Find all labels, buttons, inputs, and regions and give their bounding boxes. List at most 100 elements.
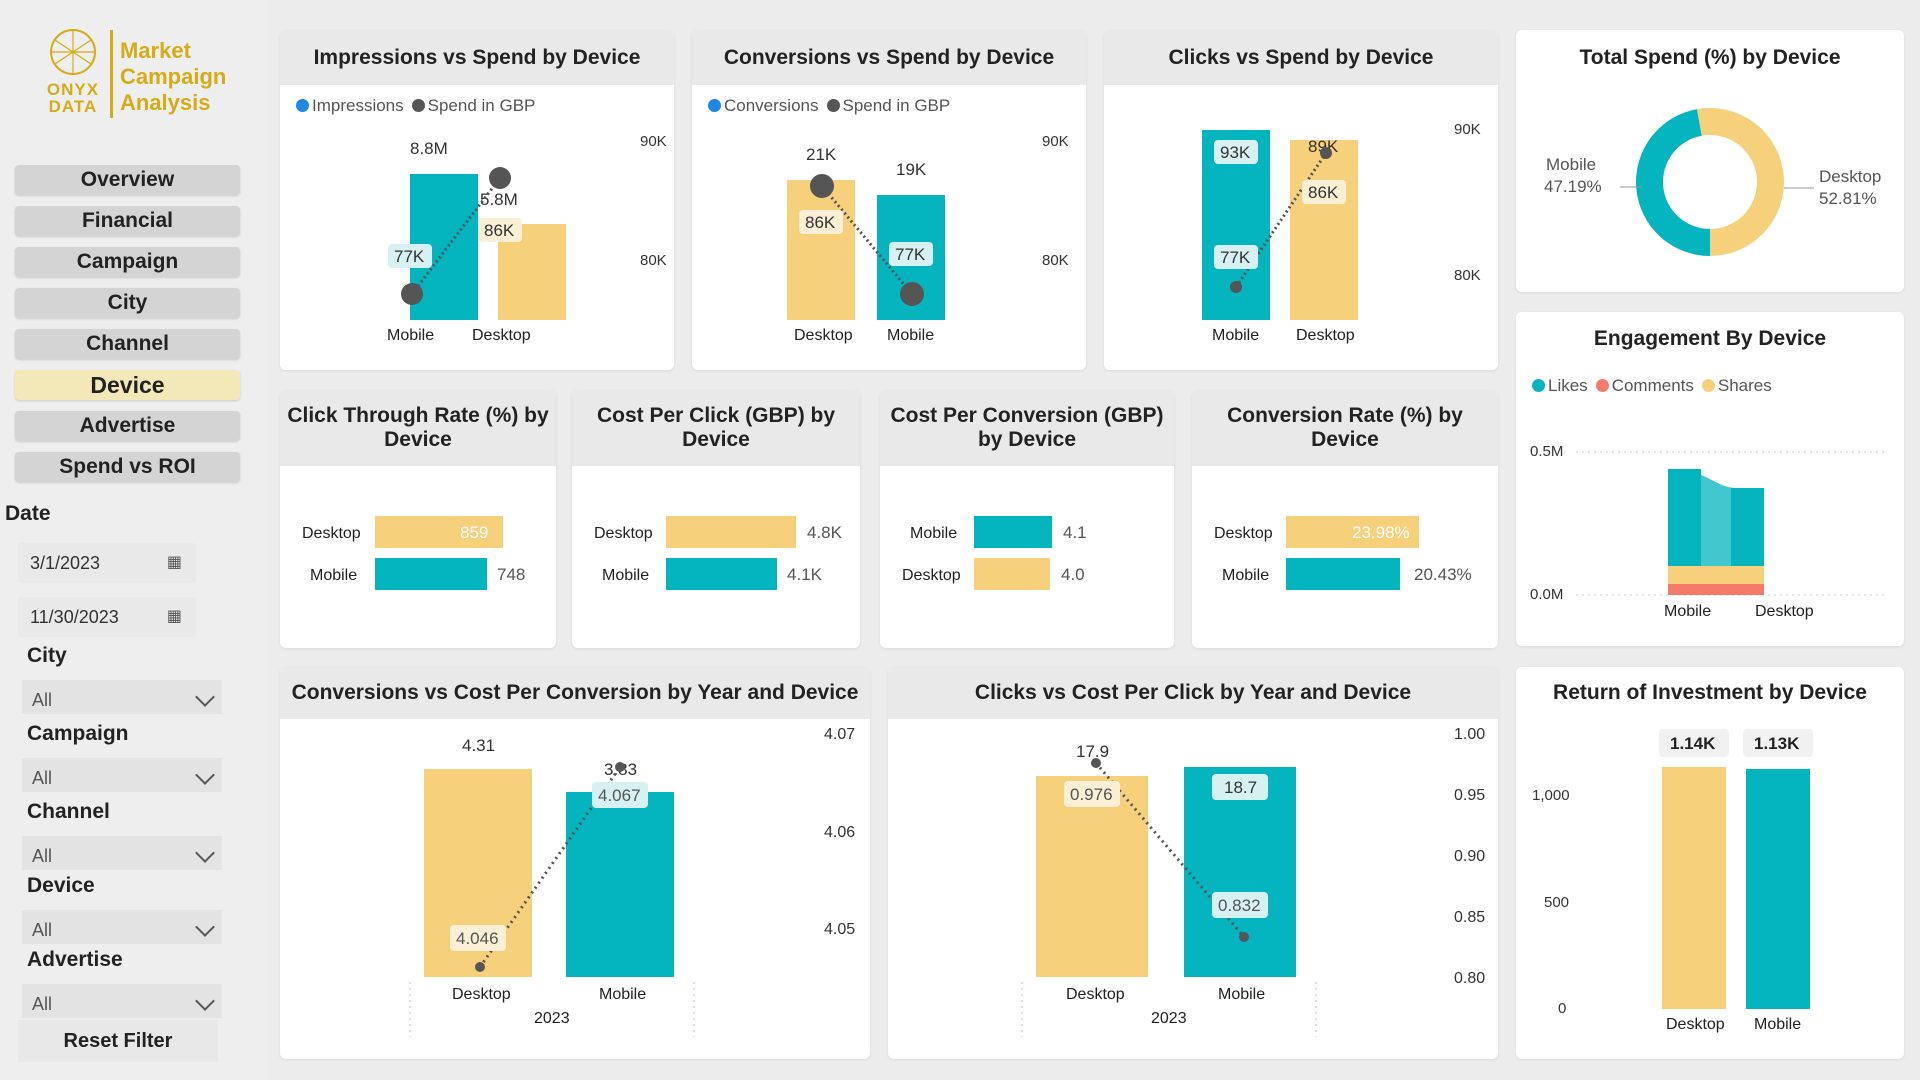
conversions-spend-card: Conversions vs Spend by Device Conversio…	[692, 30, 1086, 370]
conv-vs-cost-year-card: Conversions vs Cost Per Conversion by Ye…	[280, 667, 870, 1059]
bar-roi-desktop[interactable]	[1662, 767, 1726, 1009]
bar-conv-rate-desktop[interactable]	[1286, 516, 1419, 548]
bar-clicks-desktop[interactable]	[1036, 776, 1148, 977]
legend-impressions-label: Impressions	[312, 96, 404, 115]
nav-item-overview[interactable]: Overview	[15, 165, 240, 195]
value-label-roi-mobile: 1.13K	[1754, 734, 1800, 753]
bar-conversions-desktop[interactable]	[787, 180, 855, 320]
bar-cpconv-desktop[interactable]	[974, 558, 1050, 590]
nav-item-channel[interactable]: Channel	[15, 329, 240, 359]
legend-spend[interactable]: Spend in GBP	[411, 96, 535, 116]
clicks-vs-cpc-year-chart: 1.00 0.95 0.90 0.85 0.80 17.9 18.7 0.976…	[1021, 726, 1485, 1037]
spend-point-mobile[interactable]	[1230, 281, 1242, 293]
year-label: 2023	[1151, 1010, 1187, 1027]
category-label-mobile: Mobile	[387, 327, 434, 344]
channel-select[interactable]: All	[22, 836, 222, 870]
legend-spend[interactable]: Spend in GBP	[826, 96, 950, 116]
spend-point-desktop[interactable]	[1320, 147, 1332, 159]
onyx-logo: ONYX DATA	[40, 28, 106, 115]
bar-clicks-desktop[interactable]	[1290, 140, 1358, 320]
nav-item-financial[interactable]: Financial	[15, 206, 240, 236]
axis-tick: 0.85	[1454, 909, 1485, 926]
chevron-down-icon	[195, 917, 215, 937]
city-select[interactable]: All	[22, 680, 222, 714]
category-label-desktop: Desktop	[302, 525, 361, 542]
calendar-icon[interactable]: ▦	[166, 554, 182, 571]
slice-label-desktop-name: Desktop	[1819, 167, 1881, 186]
axis-tick: 0.90	[1454, 848, 1485, 865]
date-from-input[interactable]: 3/1/2023 ▦	[18, 543, 196, 583]
axis-tick: 90K	[1042, 133, 1069, 150]
spend-point-desktop[interactable]	[489, 167, 511, 189]
legend-comments[interactable]: Comments	[1595, 376, 1694, 396]
value-label-clicks-mobile: 18.7	[1224, 778, 1257, 797]
donut-slice-mobile[interactable]	[1636, 109, 1710, 256]
device-select[interactable]: All	[22, 910, 222, 944]
category-label-desktop: Desktop	[472, 327, 531, 344]
legend-dot-icon	[708, 99, 721, 112]
clicks-vs-cpc-year-card: Clicks vs Cost Per Click by Year and Dev…	[888, 667, 1498, 1059]
spend-point-mobile[interactable]	[401, 283, 423, 305]
legend-impressions[interactable]: Impressions	[296, 96, 404, 116]
spend-point-mobile[interactable]	[900, 282, 924, 306]
bar-likes-mobile[interactable]	[1668, 469, 1701, 566]
reset-filter-button[interactable]: Reset Filter	[18, 1020, 218, 1062]
cpc-point-mobile[interactable]	[1239, 932, 1249, 942]
cost-label-desktop: 4.046	[456, 929, 499, 948]
cpc-point-desktop[interactable]	[1091, 758, 1101, 768]
bar-comments[interactable]	[1668, 584, 1764, 595]
impressions-legend: Impressions Spend in GBP	[296, 96, 535, 116]
nav-item-spend-vs-roi[interactable]: Spend vs ROI	[15, 452, 240, 482]
bar-shares[interactable]	[1668, 566, 1764, 584]
donut-slice-desktop[interactable]	[1697, 107, 1784, 256]
nav-item-campaign[interactable]: Campaign	[15, 247, 240, 277]
bar-conv-rate-mobile[interactable]	[1286, 558, 1400, 590]
category-label-mobile: Mobile	[1222, 567, 1269, 584]
axis-tick: 80K	[640, 252, 667, 269]
slice-label-mobile-name: Mobile	[1546, 155, 1596, 174]
device-select-value: All	[32, 920, 53, 940]
nav-item-city[interactable]: City	[15, 288, 240, 318]
slice-label-desktop-value: 52.81%	[1819, 189, 1877, 208]
clicks-spend-title: Clicks vs Spend by Device	[1104, 30, 1498, 85]
legend-conversions[interactable]: Conversions	[708, 96, 819, 116]
axis-tick: 4.05	[824, 921, 855, 938]
cost-point-desktop[interactable]	[475, 962, 485, 972]
spend-point-desktop[interactable]	[810, 174, 834, 198]
slice-label-mobile-value: 47.19%	[1544, 177, 1602, 196]
clicks-spend-chart: 90K 80K 93K 89K 77K 86K Mobile Desktop	[1202, 121, 1481, 344]
channel-select-value: All	[32, 846, 53, 866]
campaign-filter-label: Campaign	[27, 722, 129, 745]
bar-cpc-mobile[interactable]	[666, 558, 777, 590]
bar-conversions-mobile[interactable]	[566, 792, 674, 977]
value-label-cpc-desktop: 4.8K	[807, 523, 843, 542]
date-to-input[interactable]: 11/30/2023 ▦	[18, 597, 196, 637]
axis-tick: 90K	[1454, 121, 1481, 138]
cost-point-mobile[interactable]	[615, 762, 625, 772]
advertise-select[interactable]: All	[22, 984, 222, 1018]
bar-cpconv-mobile[interactable]	[974, 516, 1052, 548]
category-label-mobile: Mobile	[1664, 603, 1711, 620]
bar-likes-desktop[interactable]	[1731, 488, 1764, 566]
legend-shares[interactable]: Shares	[1701, 376, 1772, 396]
spend-label-bg	[1214, 245, 1258, 269]
bar-cpc-desktop[interactable]	[666, 516, 796, 548]
legend-dot-icon	[1532, 379, 1545, 392]
nav-item-device[interactable]: Device	[15, 370, 240, 400]
category-label-desktop: Desktop	[902, 567, 961, 584]
bar-roi-mobile[interactable]	[1746, 769, 1810, 1009]
bar-ctr-mobile[interactable]	[375, 558, 487, 590]
nav-item-advertise[interactable]: Advertise	[15, 411, 240, 441]
axis-tick: 0.0M	[1530, 586, 1563, 603]
bar-ctr-desktop[interactable]	[375, 516, 503, 548]
campaign-select[interactable]: All	[22, 758, 222, 792]
category-label-desktop: Desktop	[1296, 327, 1355, 344]
engagement-title: Engagement By Device	[1593, 327, 1827, 350]
value-label-conversions-desktop: 21K	[806, 145, 837, 164]
calendar-icon[interactable]: ▦	[166, 608, 182, 625]
bar-clicks-mobile[interactable]	[1184, 767, 1296, 977]
onyx-logo-text: ONYX DATA	[46, 80, 100, 116]
spend-label-bg	[799, 210, 843, 234]
legend-likes[interactable]: Likes	[1532, 376, 1588, 396]
conversions-spend-title: Conversions vs Spend by Device	[692, 30, 1086, 85]
